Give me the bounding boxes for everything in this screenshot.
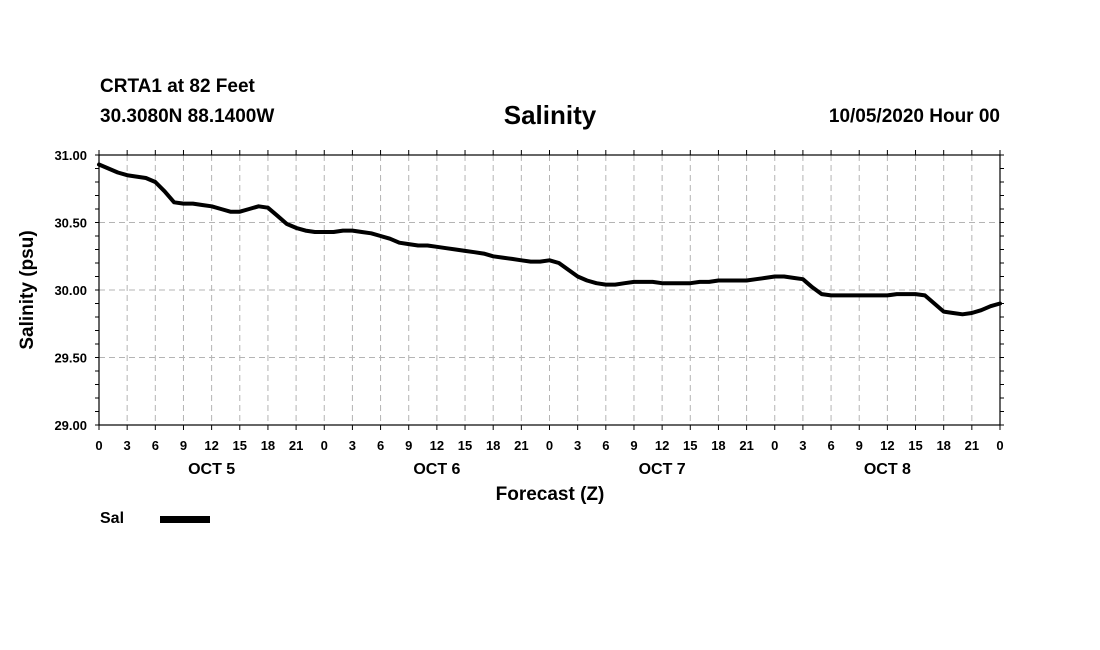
x-tick-label: 12 <box>204 438 218 453</box>
labels-layer: 29.00 29.50 30.00 30.50 31.00 0 3 6 9 12 15 18 21 0 3 6… <box>54 148 1003 478</box>
x-tick-label: 6 <box>602 438 609 453</box>
day-label: OCT 5 <box>188 461 235 478</box>
x-tick-label: 9 <box>856 438 863 453</box>
day-label: OCT 7 <box>639 461 686 478</box>
x-tick-label: 18 <box>261 438 275 453</box>
legend-line-swatch <box>160 515 210 523</box>
x-tick-label: 6 <box>827 438 834 453</box>
x-tick-label: 0 <box>546 438 553 453</box>
y-tick-label: 29.00 <box>54 418 87 433</box>
y-tick-label: 31.00 <box>54 148 87 163</box>
x-tick-label: 0 <box>771 438 778 453</box>
x-tick-label: 9 <box>180 438 187 453</box>
day-label: OCT 6 <box>413 461 460 478</box>
series-layer <box>97 162 1002 317</box>
chart-title: Salinity <box>503 100 597 130</box>
x-tick-label: 3 <box>349 438 356 453</box>
x-tick-label: 6 <box>377 438 384 453</box>
ticks-layer <box>95 150 1004 430</box>
x-tick-label: 21 <box>739 438 753 453</box>
x-tick-label: 18 <box>486 438 500 453</box>
legend-label: Sal <box>100 510 125 527</box>
x-tick-label: 0 <box>95 438 102 453</box>
station-label: CRTA1 at 82 Feet <box>100 76 255 97</box>
y-tick-label: 30.50 <box>54 216 87 231</box>
day-label: OCT 8 <box>864 461 911 478</box>
x-tick-label: 18 <box>711 438 725 453</box>
x-tick-label: 6 <box>152 438 159 453</box>
x-axis-label: Forecast (Z) <box>496 484 605 505</box>
x-tick-label: 12 <box>430 438 444 453</box>
x-tick-label: 21 <box>965 438 979 453</box>
y-axis-label: Salinity (psu) <box>17 230 38 349</box>
forecast-timestamp: 10/05/2020 Hour 00 <box>828 106 1000 127</box>
x-tick-label: 3 <box>574 438 581 453</box>
salinity-series-line <box>97 162 1002 317</box>
x-tick-label: 3 <box>124 438 131 453</box>
plot-frame <box>98 154 1001 426</box>
x-tick-label: 9 <box>630 438 637 453</box>
x-tick-label: 0 <box>996 438 1003 453</box>
y-tick-label: 29.50 <box>54 351 87 366</box>
x-tick-label: 12 <box>880 438 894 453</box>
x-tick-label: 9 <box>405 438 412 453</box>
x-tick-label: 15 <box>908 438 922 453</box>
x-tick-label: 12 <box>655 438 669 453</box>
coordinates-label: 30.3080N 88.1400W <box>100 106 275 127</box>
x-tick-label: 21 <box>514 438 528 453</box>
grid-layer <box>99 155 1000 425</box>
x-tick-label: 15 <box>683 438 697 453</box>
y-tick-label: 30.00 <box>54 283 87 298</box>
x-tick-label: 3 <box>799 438 806 453</box>
x-tick-label: 0 <box>321 438 328 453</box>
legend: Sal <box>100 510 210 528</box>
x-tick-label: 18 <box>936 438 950 453</box>
x-tick-label: 21 <box>289 438 303 453</box>
x-tick-label: 15 <box>233 438 247 453</box>
x-tick-label: 15 <box>458 438 472 453</box>
